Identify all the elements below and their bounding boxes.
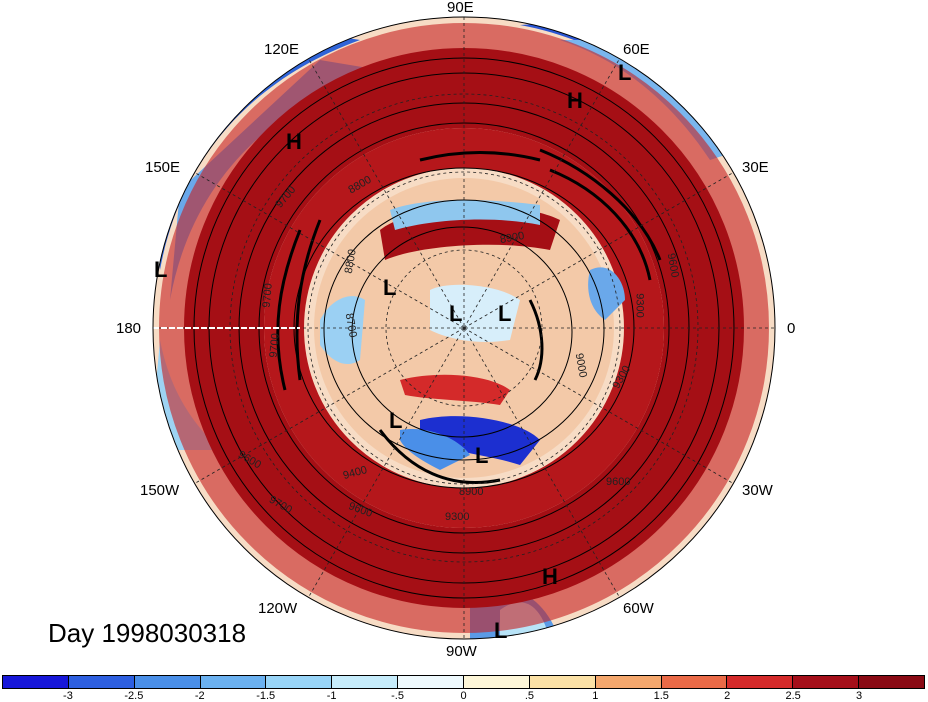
- high-center-label: H: [542, 564, 558, 589]
- lon-label-150e: 150E: [145, 159, 181, 176]
- colorbar-segment: [595, 676, 662, 688]
- low-center-label: L: [383, 275, 397, 300]
- colorbar-segment: [464, 676, 530, 688]
- lon-label-30e: 30E: [742, 159, 769, 176]
- colorbar-tick-label: -2.5: [124, 690, 144, 702]
- contour-label: 9700: [260, 282, 275, 309]
- colorbar-segment: [793, 676, 860, 688]
- high-center-label: H: [567, 88, 583, 113]
- colorbar-segment: [134, 676, 201, 688]
- high-center-label: H: [286, 129, 302, 154]
- low-center-label: L: [498, 301, 512, 326]
- contour-label: 9700: [267, 332, 282, 359]
- colorbar-segment: [266, 676, 333, 688]
- lon-label-120w: 120W: [258, 600, 298, 617]
- colorbar-segment: [661, 676, 728, 688]
- colorbar-tick-label: -1: [326, 690, 337, 702]
- lon-label-90e: 90E: [447, 0, 474, 16]
- colorbar-segment: [398, 676, 465, 688]
- colorbar-tick-label: 2: [724, 690, 731, 702]
- colorbar-tick-label: 3: [856, 690, 863, 702]
- map-field: [153, 17, 775, 639]
- contour-label: 9300: [445, 511, 470, 523]
- colorbar-tick-label: 0: [460, 690, 467, 702]
- lon-label-0: 0: [787, 320, 796, 337]
- lon-label-60e: 60E: [623, 41, 650, 58]
- colorbar-tick-label: 1: [592, 690, 599, 702]
- colorbar-segment: [859, 676, 925, 688]
- low-center-label: L: [449, 301, 463, 326]
- day-title: Day 1998030318: [48, 618, 247, 648]
- low-center-label: L: [618, 60, 632, 85]
- colorbar-segment: [200, 676, 267, 688]
- contour-label: 9300: [633, 293, 646, 318]
- colorbar-tick-label: 1.5: [653, 690, 669, 702]
- colorbar-tick-label: -1.5: [256, 690, 276, 702]
- lon-label-90w: 90W: [446, 643, 477, 660]
- colorbar-segment: [529, 676, 596, 688]
- low-center-label: L: [475, 443, 489, 468]
- colorbar-segment: [727, 676, 794, 688]
- lon-label-120e: 120E: [264, 41, 300, 58]
- colorbar: [2, 675, 925, 689]
- contour-label: 8900: [459, 486, 484, 498]
- lon-label-180: 180: [116, 320, 142, 337]
- lon-label-150w: 150W: [140, 482, 180, 499]
- lon-label-30w: 30W: [742, 482, 773, 499]
- contour-label: 9600: [606, 476, 631, 488]
- lon-label-60w: 60W: [623, 600, 654, 617]
- low-center-label: L: [494, 620, 508, 639]
- colorbar-tick-label: -2: [194, 690, 205, 702]
- colorbar-segment: [3, 676, 69, 688]
- colorbar-tick-label: -3: [63, 690, 73, 702]
- colorbar-tick-label: 2.5: [785, 690, 801, 702]
- colorbar-segment: [332, 676, 399, 688]
- low-center-label: L: [154, 257, 168, 282]
- colorbar-tick-label: .5: [524, 690, 535, 702]
- colorbar-tick-label: -.5: [391, 690, 404, 702]
- low-center-label: L: [389, 408, 403, 433]
- colorbar-segment: [68, 676, 135, 688]
